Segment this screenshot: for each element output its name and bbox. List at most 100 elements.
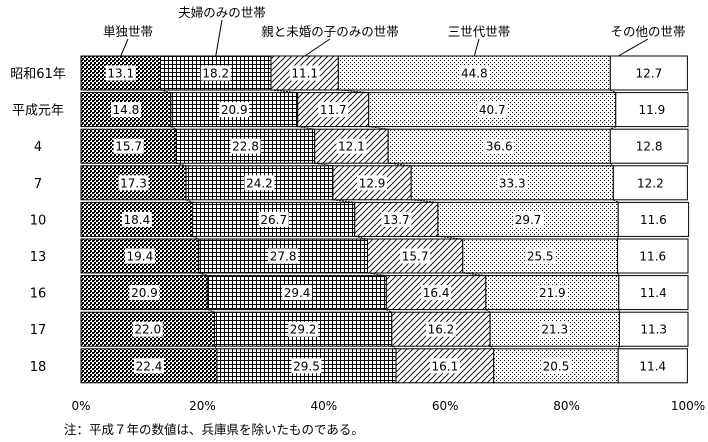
value-label-s2-r5: 15.7 [402,250,429,264]
value-label-bg [637,248,668,264]
value-label-bg [381,211,412,227]
value-label-bg [429,358,460,374]
value-label-s3-r0: 44.8 [461,67,488,81]
value-label-bg [637,358,668,374]
legend-item-0: 単独世帯 [103,24,153,39]
value-label-bg [289,65,320,81]
value-label-s0-r3: 17.3 [120,176,147,190]
category-label-3: 7 [34,177,42,192]
value-label-bg [357,175,388,191]
value-label-bg [124,248,155,264]
value-label-bg [200,65,231,81]
value-label-s2-r3: 12.9 [359,176,386,190]
value-label-bg [268,248,299,264]
value-label-s2-r0: 11.1 [291,67,318,81]
value-label-s3-r4: 29.7 [515,213,542,227]
value-label-s2-r6: 16.4 [423,286,450,300]
value-label-s0-r4: 18.4 [123,213,150,227]
value-label-s0-r8: 22.4 [136,359,163,373]
x-tick-80pct: 80% [553,399,580,413]
value-label-bg [282,285,313,301]
value-label-s2-r8: 16.1 [432,359,459,373]
value-label-bg [634,138,665,154]
category-label-2: 4 [34,140,42,155]
value-label-bg [421,285,452,301]
value-label-s4-r3: 12.2 [637,176,664,190]
value-label-bg [497,175,528,191]
value-label-bg [539,321,570,337]
value-label-s4-r8: 11.4 [639,359,666,373]
x-tick-60pct: 60% [432,399,459,413]
value-label-bg [540,358,571,374]
value-label-bg [513,211,544,227]
value-label-bg [633,65,664,81]
value-label-s4-r2: 12.8 [636,140,663,154]
legend-item-4: その他の世帯 [610,24,685,39]
value-label-s3-r7: 21.3 [541,323,568,337]
bar-segment-s4-r7 [618,311,689,347]
value-label-bg [244,175,275,191]
value-label-bg [110,102,141,118]
category-label-8: 18 [30,360,47,375]
value-label-s0-r2: 15.7 [115,140,142,154]
value-label-bg [318,102,349,118]
footnote: 注：平成７年の数値は、兵庫県を除いたものである。 [64,422,364,437]
value-label-s2-r2: 12.1 [338,140,365,154]
value-label-bg [118,175,149,191]
value-label-bg [459,65,490,81]
value-label-s0-r7: 22.0 [134,323,161,337]
x-tick-0pct: 0% [71,399,90,413]
value-label-bg [525,248,556,264]
value-label-s3-r6: 21.9 [539,286,566,300]
value-label-s0-r0: 13.1 [107,67,134,81]
legend-leader-line [215,19,223,57]
value-label-s3-r2: 36.6 [486,140,513,154]
value-label-s2-r7: 16.2 [428,323,455,337]
x-tick-100pct: 100% [671,399,705,413]
value-label-bg [291,358,322,374]
value-label-s1-r1: 20.9 [221,103,248,117]
legend-leader-line [473,38,480,57]
value-label-bg [638,211,669,227]
legend-leader-line [120,38,129,57]
value-label-s0-r6: 20.9 [131,286,158,300]
value-label-bg [121,211,152,227]
value-label-bg [400,248,431,264]
value-label-s4-r7: 11.3 [640,323,667,337]
value-label-bg [537,285,568,301]
value-label-s2-r4: 13.7 [383,213,410,227]
value-label-bg [635,175,666,191]
value-label-s4-r1: 11.9 [639,103,666,117]
value-label-s4-r0: 12.7 [635,67,662,81]
value-label-s1-r6: 29.4 [284,286,311,300]
value-label-bg [477,102,508,118]
value-label-s1-r0: 18.2 [202,67,229,81]
value-label-bg [132,321,163,337]
legend-leader-line [304,38,331,57]
x-axis-ticks-layer: 0% 20% 40% 60% 80% 100% [71,399,705,413]
category-label-4: 10 [30,213,47,228]
legend-leader-line [618,38,649,57]
value-label-bg [219,102,250,118]
value-label-s4-r4: 11.6 [640,213,667,227]
value-label-s3-r1: 40.7 [479,103,506,117]
value-label-s1-r3: 24.2 [246,176,273,190]
category-label-7: 17 [30,323,47,338]
legend-item-3: 三世代世帯 [448,24,511,39]
value-label-bg [113,138,144,154]
value-label-s0-r1: 14.8 [113,103,140,117]
category-label-0: 昭和61年 [10,67,66,82]
value-label-s2-r1: 11.7 [320,103,347,117]
value-label-bg [288,321,319,337]
value-label-bg [636,102,667,118]
x-tick-40pct: 40% [310,399,337,413]
value-label-bg [638,285,669,301]
value-label-s0-r5: 19.4 [127,250,154,264]
value-label-s4-r5: 11.6 [639,250,666,264]
value-label-s1-r5: 27.8 [270,250,297,264]
value-label-bg [336,138,367,154]
